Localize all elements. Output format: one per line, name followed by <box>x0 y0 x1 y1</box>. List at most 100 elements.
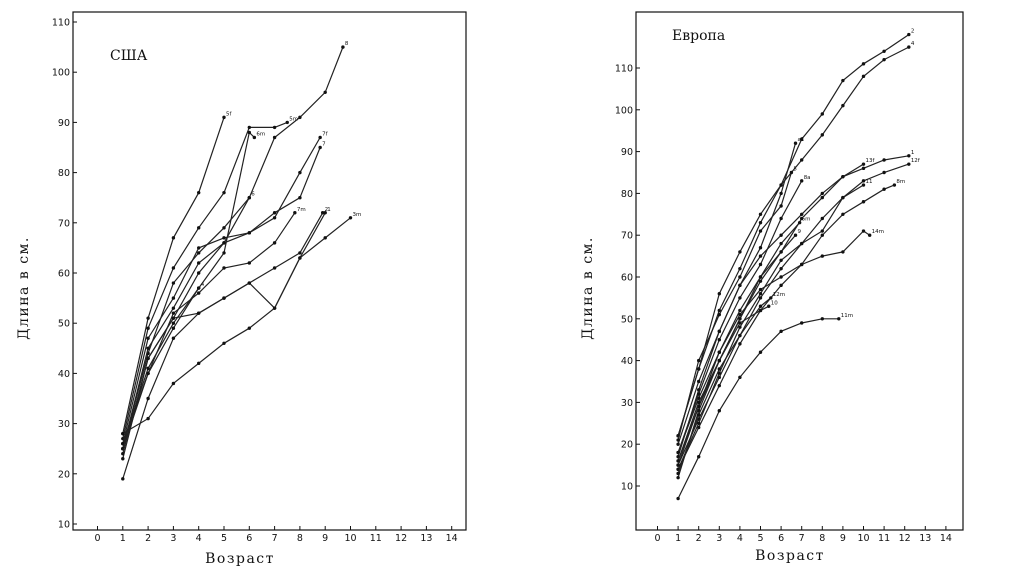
y-tick-label: 100 <box>615 105 633 116</box>
data-point <box>222 190 226 195</box>
data-point <box>197 361 201 366</box>
data-point <box>197 271 201 275</box>
data-point <box>247 231 251 235</box>
data-point <box>697 455 701 459</box>
data-point <box>676 438 680 442</box>
series-line-7m <box>122 212 296 449</box>
series-line-13f <box>677 163 864 462</box>
data-point <box>779 191 783 196</box>
data-point <box>171 321 176 325</box>
y-axis-label: Длина в см. <box>580 236 596 340</box>
data-point <box>882 57 886 62</box>
x-tick-label: 5 <box>757 533 763 544</box>
plot-frame <box>635 11 964 531</box>
data-point <box>841 78 845 83</box>
data-point <box>197 246 201 250</box>
x-tick-label: 2 <box>145 533 151 544</box>
data-point <box>738 283 742 288</box>
x-tick-label: 6 <box>246 533 252 544</box>
data-point <box>171 266 176 270</box>
data-point <box>841 195 845 200</box>
x-tick-label: 0 <box>94 533 100 544</box>
data-point <box>758 350 763 354</box>
y-tick-label: 110 <box>52 18 70 29</box>
series-label: 6m <box>802 217 811 223</box>
data-point <box>861 179 866 183</box>
data-point <box>779 233 783 237</box>
data-point <box>758 262 763 267</box>
x-tick-label: 0 <box>654 533 660 544</box>
x-tick-label: 2 <box>696 533 702 544</box>
y-tick-label: 10 <box>58 520 70 531</box>
series-line-12m <box>677 297 772 474</box>
data-point <box>676 450 680 455</box>
y-tick-label: 60 <box>58 269 70 280</box>
data-point <box>758 296 763 300</box>
data-point <box>298 115 302 120</box>
data-point <box>272 241 277 245</box>
x-tick-label: 14 <box>446 533 458 544</box>
series-line-7 <box>122 147 321 449</box>
y-tick-label: 50 <box>621 314 633 325</box>
y-tick-label: 60 <box>621 273 633 284</box>
data-point <box>717 367 721 371</box>
chart-europe: 0 1 2 3 4 5 6 7 8 9 10 11 12 13 1410203040506070809010… <box>580 11 964 564</box>
series-label: 4 <box>201 282 205 288</box>
x-tick-label: 12 <box>899 533 911 544</box>
x-tick-label: 4 <box>737 533 743 544</box>
x-tick-label: 8 <box>819 533 825 544</box>
data-point <box>892 183 897 187</box>
data-point <box>298 196 302 200</box>
series-label: 12f <box>911 158 921 164</box>
data-point <box>779 216 783 221</box>
x-tick-label: 8 <box>297 533 303 544</box>
data-point <box>717 350 721 354</box>
data-point <box>779 329 783 334</box>
data-point <box>717 292 721 296</box>
series-label: 8a <box>804 175 811 181</box>
data-point <box>717 329 721 334</box>
data-point <box>197 190 201 195</box>
data-point <box>841 103 845 108</box>
data-point <box>779 283 783 288</box>
data-point <box>121 457 125 461</box>
data-point <box>323 90 327 94</box>
x-tick-label: 10 <box>344 533 356 544</box>
data-point <box>861 74 866 79</box>
data-point <box>320 211 325 215</box>
data-point <box>793 141 798 145</box>
data-point <box>697 421 701 425</box>
x-axis-label: Возраст <box>755 548 825 564</box>
data-point <box>171 326 176 330</box>
x-tick-label: 7 <box>272 533 278 544</box>
data-point <box>222 241 226 245</box>
data-point <box>171 306 176 310</box>
data-point <box>293 211 297 215</box>
data-point <box>146 346 150 350</box>
data-point <box>121 431 125 436</box>
data-point <box>861 62 866 66</box>
data-point <box>146 356 150 361</box>
data-point <box>758 279 763 283</box>
data-point <box>779 183 783 187</box>
series-label: 6 <box>251 192 255 198</box>
data-point <box>171 296 176 300</box>
data-point <box>197 226 201 230</box>
series-label: 11 <box>866 179 873 185</box>
series-label: 2 <box>325 207 329 213</box>
series-line-1 <box>677 155 909 457</box>
data-point <box>146 316 150 320</box>
data-point <box>758 308 763 313</box>
x-tick-label: 12 <box>395 533 407 544</box>
data-point <box>769 296 773 300</box>
data-point <box>738 333 742 338</box>
data-point <box>758 220 763 225</box>
series-label: 7f <box>322 131 328 137</box>
series-label: 13f <box>866 158 876 164</box>
data-point <box>318 145 322 150</box>
data-point <box>841 212 845 216</box>
series-line-8m <box>677 184 895 470</box>
data-point <box>146 416 150 421</box>
data-point <box>738 250 742 254</box>
